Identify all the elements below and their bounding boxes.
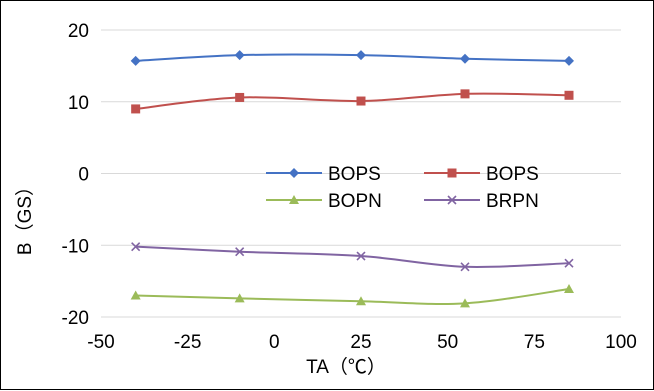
series-line [135, 53, 570, 62]
x-tick-label: -50 [87, 332, 114, 353]
legend-entry: BOPS [266, 164, 381, 185]
legend-label: BOPN [328, 191, 382, 212]
legend-entry: BRPN [424, 191, 539, 212]
series-3 [130, 284, 574, 308]
y-tick-label: -10 [62, 236, 89, 257]
marker-stroke [131, 242, 141, 252]
legend-entry: BOPS [424, 164, 539, 185]
data-point [564, 90, 574, 100]
data-point [131, 242, 141, 252]
marker-stroke [235, 247, 245, 257]
x-tick-label: 75 [524, 332, 545, 353]
data-point [356, 251, 366, 261]
y-tick-label: 10 [68, 93, 89, 114]
marker-stroke [460, 262, 470, 272]
data-point [234, 50, 245, 61]
marker-stroke [447, 195, 457, 205]
y-tick-label: -20 [62, 308, 89, 329]
x-tick-label: 25 [350, 332, 371, 353]
data-point [460, 298, 470, 308]
x-tick-label: 50 [437, 332, 458, 353]
y-tick-label: 0 [78, 165, 89, 186]
data-point [234, 293, 245, 303]
x-tick-label: 0 [269, 332, 280, 353]
series-line [135, 288, 570, 305]
series-line [135, 245, 570, 268]
series-4 [131, 242, 574, 272]
x-tick-label: 100 [605, 332, 637, 353]
data-point [460, 53, 470, 64]
data-point [235, 92, 245, 102]
marker-stroke [356, 251, 366, 261]
data-point [131, 104, 141, 114]
legend-label: BOPS [486, 164, 539, 185]
data-point [460, 89, 470, 99]
data-point [356, 50, 366, 61]
legend-marker [289, 168, 299, 178]
data-point [130, 290, 141, 300]
data-point [130, 55, 141, 66]
legend-entry: BOPN [266, 191, 382, 212]
legend-marker [447, 168, 457, 178]
legend-label: BRPN [486, 191, 539, 212]
data-point [235, 247, 245, 257]
x-tick-label: -25 [174, 332, 201, 353]
x-axis-title: TA（℃） [306, 356, 386, 378]
legend-marker [289, 195, 299, 204]
legend-label: BOPS [328, 164, 381, 185]
data-point [460, 262, 470, 272]
data-point [564, 258, 574, 268]
data-point [564, 55, 574, 66]
y-tick-label: 20 [68, 21, 89, 42]
series-1 [130, 50, 574, 66]
data-point [356, 96, 366, 106]
y-axis-title: B（GS） [14, 177, 36, 255]
series-2 [131, 89, 574, 114]
data-point [564, 284, 574, 294]
marker-stroke [564, 258, 574, 268]
data-point [356, 296, 366, 306]
legend-marker [447, 195, 457, 205]
